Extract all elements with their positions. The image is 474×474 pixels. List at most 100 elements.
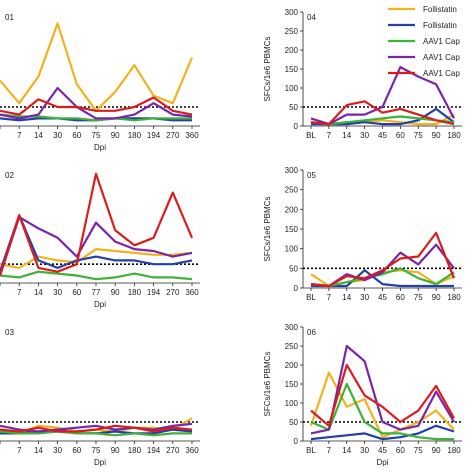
x-tick-label: 60	[72, 131, 81, 140]
series-line	[310, 65, 455, 126]
x-tick-label: 7	[17, 131, 22, 140]
panel-title: 04	[307, 13, 316, 22]
y-tick-label: 300	[285, 166, 299, 175]
x-tick-label: 14	[34, 446, 43, 455]
series-line	[0, 86, 193, 120]
series-line	[0, 22, 194, 112]
x-tick-label: 7	[327, 446, 332, 455]
series-line	[310, 382, 454, 441]
x-tick-label: 7	[327, 293, 332, 302]
series-line	[0, 430, 192, 437]
x-tick-label: 45	[378, 446, 387, 455]
panel-title: 02	[5, 171, 14, 180]
y-tick-label: 100	[285, 84, 299, 93]
series-line	[310, 267, 455, 288]
x-tick-label: 194	[147, 446, 161, 455]
series-line	[0, 96, 193, 116]
x-tick-label: 180	[128, 288, 142, 297]
y-axis-label: SFCs/1e6 PBMCs	[263, 37, 272, 102]
panel-title: 06	[307, 328, 316, 337]
x-tick-label: 60	[396, 293, 405, 302]
x-tick-label: 45	[378, 293, 387, 302]
x-tick-label: 14	[342, 446, 351, 455]
y-tick-label: 150	[285, 65, 299, 74]
x-tick-label: 7	[327, 131, 332, 140]
x-tick-label: 90	[432, 293, 441, 302]
y-tick-label: 50	[289, 103, 298, 112]
series-line	[0, 172, 194, 276]
y-tick-label: 200	[285, 205, 299, 214]
x-tick-label: 30	[53, 131, 62, 140]
y-tick-label: 250	[285, 186, 299, 195]
x-tick-label: 60	[396, 446, 405, 455]
legend-label: Follistatin	[423, 5, 457, 14]
series-line	[0, 424, 193, 433]
x-tick-label: 180	[447, 293, 461, 302]
x-tick-label: 90	[111, 446, 120, 455]
y-tick-label: 250	[285, 27, 299, 36]
x-axis-label: Dpi	[94, 143, 106, 152]
series-line	[310, 424, 455, 441]
x-tick-label: BL	[306, 293, 316, 302]
y-tick-label: 0	[294, 284, 299, 293]
panel-title: 05	[307, 171, 316, 180]
y-tick-label: 150	[285, 225, 299, 234]
x-tick-label: 30	[53, 288, 62, 297]
series-line	[0, 248, 193, 269]
x-tick-label: 360	[185, 288, 199, 297]
y-tick-label: 150	[285, 380, 299, 389]
panel-title: 01	[5, 13, 14, 22]
series-line	[310, 231, 456, 288]
series-line	[310, 100, 455, 126]
series-line	[309, 371, 455, 439]
x-tick-label: 60	[72, 288, 81, 297]
x-tick-label: 270	[166, 446, 180, 455]
x-tick-label: BL	[306, 131, 316, 140]
legend-label: AAV1 Cap	[423, 37, 460, 46]
x-tick-label: 60	[72, 446, 81, 455]
x-tick-label: 194	[147, 131, 161, 140]
x-tick-label: 30	[53, 446, 62, 455]
y-tick-label: 50	[289, 418, 298, 427]
x-tick-label: 14	[34, 288, 43, 297]
x-tick-label: 75	[414, 131, 423, 140]
x-tick-label: 7	[17, 288, 22, 297]
y-axis-label: SFCs/1e6 PBMCs	[263, 197, 272, 262]
x-tick-label: BL	[306, 446, 316, 455]
x-axis-label: Dpi	[94, 300, 106, 309]
y-tick-label: 250	[285, 342, 299, 351]
legend-label: Follistatin	[423, 21, 457, 30]
x-tick-label: 360	[185, 131, 199, 140]
x-tick-label: 75	[414, 446, 423, 455]
x-tick-label: 30	[360, 446, 369, 455]
series-line	[311, 269, 454, 288]
x-tick-label: 180	[447, 131, 461, 140]
x-tick-label: 90	[111, 131, 120, 140]
panel-title: 03	[5, 328, 14, 337]
x-tick-label: 14	[34, 131, 43, 140]
x-tick-label: 180	[128, 131, 142, 140]
x-tick-label: 90	[432, 446, 441, 455]
y-tick-label: 300	[285, 8, 299, 17]
x-tick-label: 90	[111, 288, 120, 297]
x-tick-label: 45	[378, 131, 387, 140]
series-line	[310, 115, 455, 126]
y-tick-label: 300	[285, 323, 299, 332]
x-tick-label: 360	[185, 446, 199, 455]
y-axis-label: SFCs/1e6 PBMCs	[263, 352, 272, 417]
y-tick-label: 0	[294, 122, 299, 131]
x-tick-label: 90	[432, 131, 441, 140]
legend-label: AAV1 Cap	[423, 69, 460, 78]
x-axis-label: Dpi	[376, 458, 388, 467]
series-line	[0, 422, 193, 433]
series-line	[310, 243, 455, 288]
x-tick-label: 77	[92, 288, 101, 297]
legend-label: AAV1 Cap	[423, 53, 460, 62]
x-tick-label: 75	[92, 446, 101, 455]
series-line	[0, 214, 193, 273]
x-tick-label: 270	[166, 131, 180, 140]
series-line	[0, 216, 193, 276]
y-tick-label: 200	[285, 361, 299, 370]
x-tick-label: 60	[396, 131, 405, 140]
